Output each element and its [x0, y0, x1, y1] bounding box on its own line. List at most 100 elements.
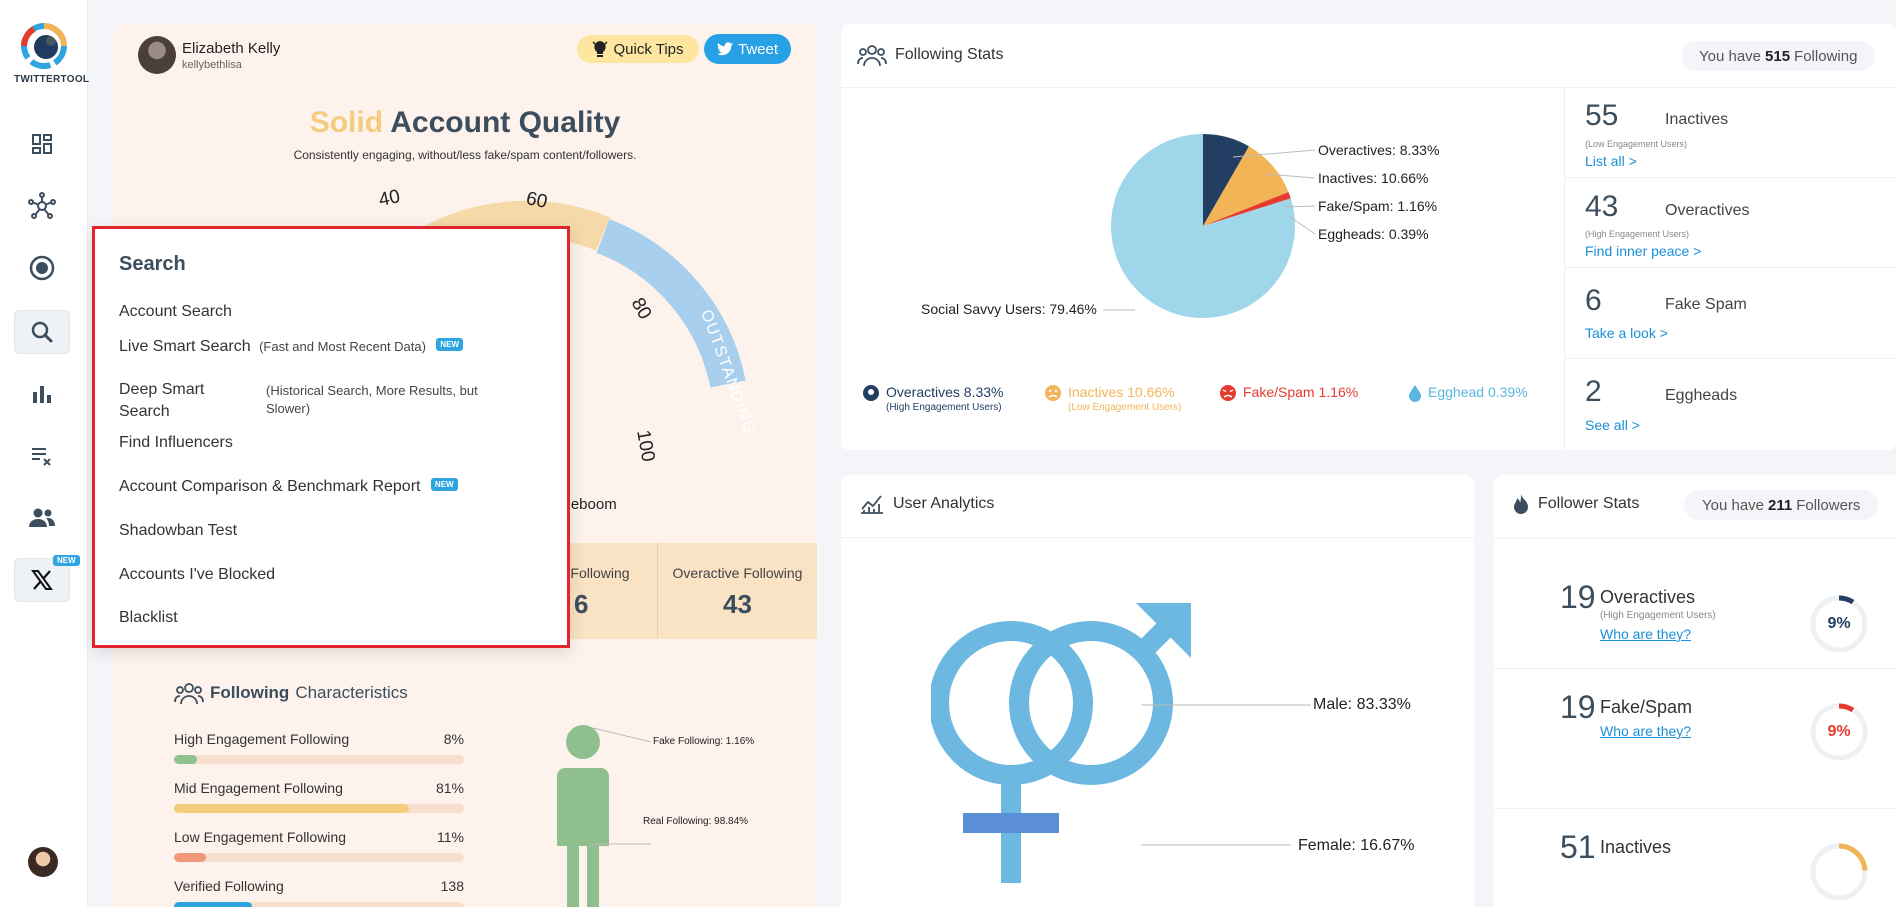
menu-item-find-influencers[interactable]: Find Influencers [119, 434, 233, 452]
ring-fill [1810, 843, 1868, 901]
legend-inactives: Inactives 10.66% (Low Engagement Users) [1044, 384, 1181, 413]
side-stat-sub: (High Engagement Users) [1585, 229, 1690, 239]
menu-item-account-comparison[interactable]: Account Comparison & Benchmark Report NE… [119, 478, 458, 496]
side-stat-number: 2 [1585, 375, 1602, 408]
header-divider [841, 87, 1896, 88]
bar-label: Mid Engagement Following [174, 780, 343, 796]
quality-title-rest: Account Quality [390, 106, 621, 139]
users-group-icon [174, 683, 204, 705]
pie-label-overactives: Overactives: 8.33% [1318, 142, 1440, 158]
menu-item-label: Account Comparison & Benchmark Report [119, 478, 421, 495]
bar-low-engagement: Low Engagement Following 11% [174, 829, 464, 862]
nav-users[interactable] [14, 496, 70, 540]
legend-fake: Fake/Spam 1.16% [1219, 384, 1358, 402]
user-avatar[interactable] [28, 847, 58, 877]
bar-label: Low Engagement Following [174, 829, 346, 845]
menu-item-accounts-blocked[interactable]: Accounts I've Blocked [119, 566, 275, 584]
menu-item-live-smart-search[interactable]: Live Smart Search (Fast and Most Recent … [119, 338, 464, 356]
pill-suffix: Following [1794, 47, 1858, 65]
pie-label-fake: Fake/Spam: 1.16% [1318, 198, 1438, 214]
menu-item-note: (Historical Search, More Results, but Sl… [266, 383, 478, 416]
gender-symbols [931, 603, 1191, 883]
legend-label: Inactives 10.66% [1068, 384, 1175, 400]
menu-item-label: Find Influencers [119, 434, 233, 451]
angry-face-icon [1220, 385, 1236, 401]
bar-verified: Verified Following 138 [174, 878, 464, 907]
strip-following-value: 6 [574, 589, 589, 619]
quick-tips-button[interactable]: Quick Tips [577, 35, 699, 63]
logo[interactable]: TWITTERTOOL [14, 22, 89, 85]
follower-stats-header: Follower Stats [1512, 493, 1639, 515]
bar-value: 138 [440, 878, 464, 894]
side-stat-number: 55 [1585, 99, 1619, 132]
see-all-link[interactable]: See all > [1585, 417, 1640, 433]
side-stat-label: Eggheads [1665, 387, 1738, 404]
side-stat-number: 43 [1585, 190, 1619, 223]
bar-fill [174, 902, 253, 907]
user-analytics-title: User Analytics [893, 495, 995, 512]
quick-tips-label: Quick Tips [613, 40, 684, 58]
person-figure-icon [557, 725, 609, 907]
nav-list-remove[interactable] [14, 434, 70, 478]
find-inner-peace-link[interactable]: Find inner peace > [1585, 243, 1702, 259]
ring-fill [1810, 703, 1868, 761]
pie-slice-social-savvy [1111, 134, 1295, 318]
nav-network[interactable] [14, 184, 70, 228]
nav-dashboard[interactable] [14, 122, 70, 166]
side-stat-inactives: 55 Inactives (Low Engagement Users) List… [1565, 87, 1896, 178]
sad-face-icon [1045, 385, 1061, 401]
bar-fill [174, 755, 198, 764]
list-all-link[interactable]: List all > [1585, 153, 1637, 169]
menu-item-shadowban-test[interactable]: Shadowban Test [119, 522, 237, 540]
bar-fill [174, 804, 409, 813]
side-stat-eggheads: 2 Eggheads See all > [1565, 359, 1896, 450]
ring-fill [1810, 595, 1868, 653]
bar-track [174, 755, 464, 764]
nav-x[interactable]: NEW [14, 555, 80, 602]
strip-overactive-label: Overactive Following [672, 565, 803, 581]
side-stat-label: Overactives [1665, 202, 1750, 219]
legend-sub: (High Engagement Users) [886, 402, 1002, 413]
percent-ring: 9% [1808, 701, 1870, 763]
follower-row-inactives: 51 Inactives [1494, 808, 1896, 907]
menu-item-blacklist[interactable]: Blacklist [119, 609, 178, 627]
follower-stat-label: Inactives [1600, 837, 1672, 857]
nav-target[interactable] [14, 246, 70, 290]
legend-overactives: Overactives 8.33% (High Engagement Users) [862, 384, 1004, 413]
menu-item-label: Blacklist [119, 609, 178, 626]
follower-stat-label: Fake/Spam [1600, 697, 1693, 717]
bar-track [174, 853, 464, 862]
tweet-label: Tweet [737, 40, 779, 58]
pie-label-eggheads: Eggheads: 0.39% [1318, 226, 1429, 242]
tweet-button[interactable]: Tweet [704, 34, 791, 64]
follower-stat-number: 19 [1560, 689, 1596, 725]
brain-icon [863, 385, 879, 401]
who-are-they-link[interactable]: Who are they? [1600, 723, 1692, 739]
menu-item-label: Accounts I've Blocked [119, 566, 276, 583]
female-label: Female: 16.67% [1298, 837, 1415, 854]
percent-ring [1808, 841, 1870, 903]
who-are-they-link[interactable]: Who are they? [1600, 626, 1692, 642]
bar-label: Verified Following [174, 878, 284, 894]
strip-divider [657, 543, 658, 639]
bar-high-engagement: High Engagement Following 8% [174, 731, 464, 764]
list-remove-icon [32, 448, 51, 466]
header-divider [841, 537, 1474, 538]
dashboard-icon [32, 134, 52, 154]
menu-item-note: (Fast and Most Recent Data) [259, 339, 426, 354]
user-analytics-card: User Analytics Male: 83.33% Female: 16.6… [841, 475, 1474, 907]
nav-search[interactable] [14, 310, 70, 354]
search-icon [31, 321, 53, 343]
bar-chart-icon [33, 386, 51, 403]
take-a-look-link[interactable]: Take a look > [1585, 325, 1668, 341]
follower-stat-sub: (High Engagement Users) [1600, 610, 1716, 621]
ring-chart [1810, 843, 1868, 901]
menu-item-account-search[interactable]: Account Search [119, 303, 232, 321]
pie-slice-inactives [1203, 146, 1289, 226]
follower-stat-number: 51 [1560, 829, 1596, 865]
legend-egghead: Egghead 0.39% [1408, 384, 1528, 402]
bar-value: 8% [443, 731, 464, 747]
following-pie-chart [1111, 134, 1295, 318]
new-badge: NEW [53, 555, 80, 566]
nav-analytics[interactable] [14, 372, 70, 416]
